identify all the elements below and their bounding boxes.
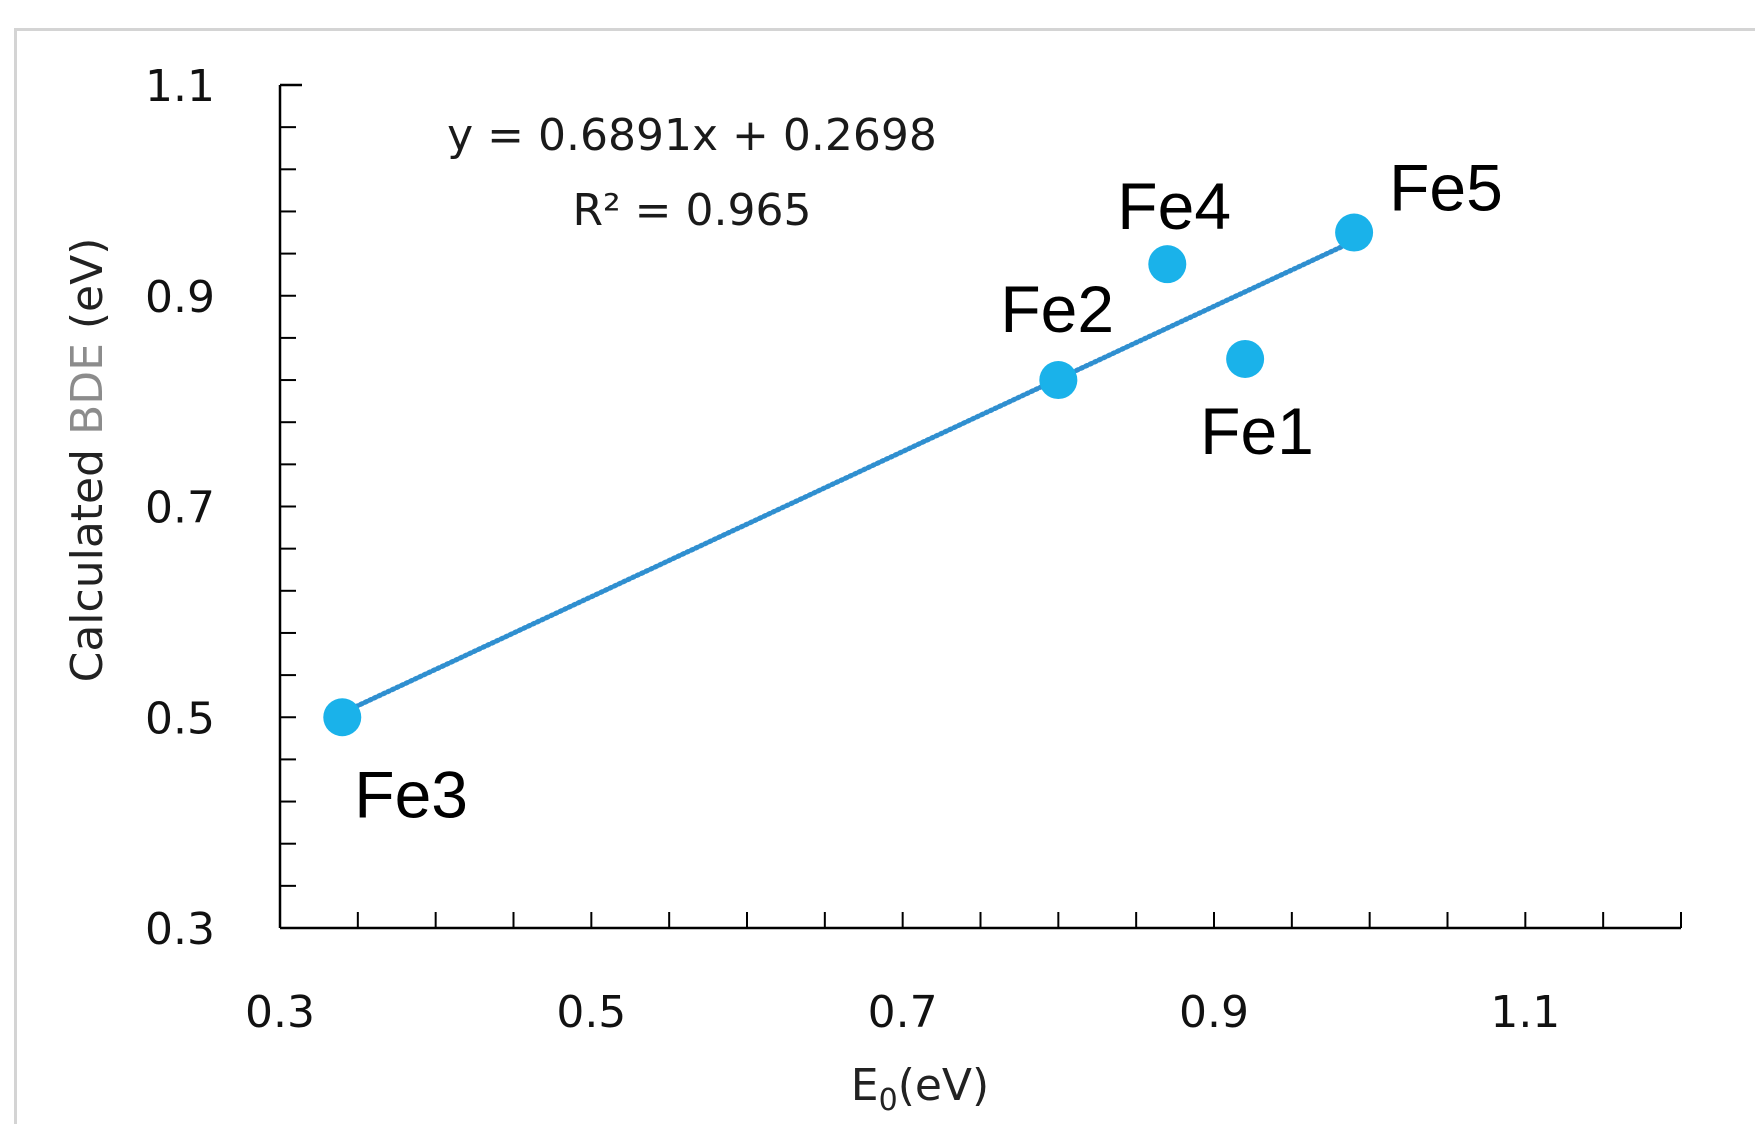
trendline bbox=[339, 238, 1357, 716]
x-tick-label: 0.7 bbox=[868, 987, 938, 1038]
y-axis-label: Calculated BDE (eV) bbox=[62, 238, 113, 683]
chart-frame bbox=[14, 28, 1755, 1124]
x-axis-label-main: E bbox=[851, 1060, 879, 1111]
x-tick-label: 1.1 bbox=[1490, 987, 1560, 1038]
point-label-fe5: Fe5 bbox=[1389, 151, 1503, 225]
trendline-equation: y = 0.6891x + 0.2698 bbox=[447, 110, 937, 161]
y-tick-label: 0.5 bbox=[145, 693, 215, 744]
r-squared-label: R² = 0.965 bbox=[572, 185, 811, 236]
x-tick-label: 0.9 bbox=[1179, 987, 1249, 1038]
trendline-group bbox=[339, 238, 1357, 716]
y-axis-label-bde: BDE bbox=[62, 343, 113, 435]
y-tick-label: 0.9 bbox=[145, 272, 215, 323]
data-point-fe4 bbox=[1148, 245, 1187, 284]
point-labels: Fe1 Fe2 Fe3 Fe4 Fe5 bbox=[354, 151, 1503, 832]
x-tick-label: 0.5 bbox=[556, 987, 626, 1038]
data-point-fe2 bbox=[1039, 361, 1078, 400]
data-point-fe1 bbox=[1226, 339, 1265, 378]
x-axis-label: E0(eV) bbox=[851, 1060, 989, 1118]
data-point-fe3 bbox=[323, 698, 362, 737]
y-tick-label: 0.7 bbox=[145, 483, 215, 534]
y-axis-label-part1: Calculated bbox=[62, 435, 113, 682]
point-label-fe2: Fe2 bbox=[1000, 272, 1114, 346]
data-point-fe5 bbox=[1335, 213, 1374, 252]
axes: 0.3 0.5 0.7 0.9 1.1 0.3 0.5 0.7 0.9 1.1 bbox=[145, 61, 1682, 1038]
x-axis-label-unit: (eV) bbox=[898, 1060, 990, 1111]
y-tick-label: 0.3 bbox=[145, 904, 215, 955]
y-tick-label: 1.1 bbox=[145, 61, 215, 112]
point-label-fe3: Fe3 bbox=[354, 757, 468, 831]
x-tick-label: 0.3 bbox=[245, 987, 315, 1038]
y-axis-label-unit: (eV) bbox=[62, 238, 113, 344]
point-label-fe4: Fe4 bbox=[1117, 169, 1231, 243]
x-axis-label-subscript: 0 bbox=[879, 1083, 898, 1118]
data-points bbox=[323, 213, 1374, 737]
point-label-fe1: Fe1 bbox=[1200, 394, 1314, 468]
